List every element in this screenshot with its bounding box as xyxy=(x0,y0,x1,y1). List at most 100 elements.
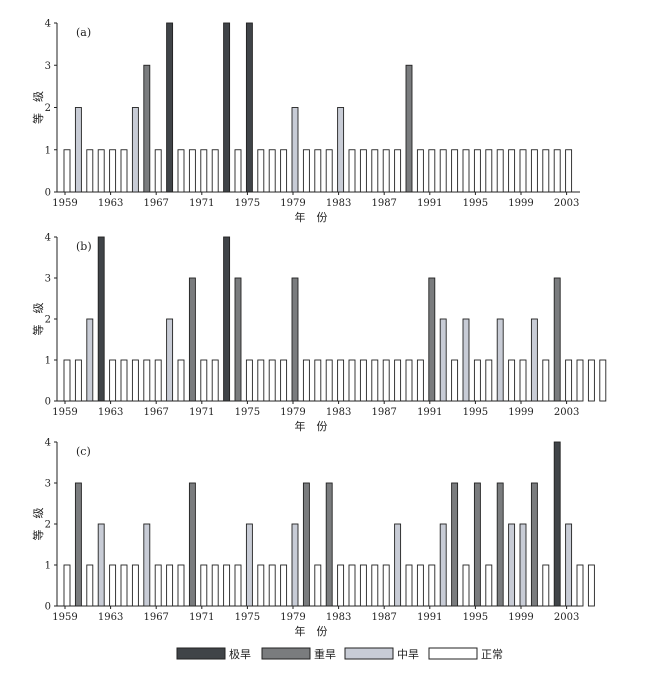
bar-3-14 xyxy=(211,564,219,607)
bar-2-26 xyxy=(348,359,356,402)
bar-2-37 xyxy=(473,359,481,402)
bar-1-35 xyxy=(451,149,459,193)
x-tick-label: 1971 xyxy=(189,198,214,209)
panel-label: (b) xyxy=(76,240,92,253)
bar-3-30 xyxy=(394,523,402,607)
bar-3-17 xyxy=(245,523,253,607)
bar-1-14 xyxy=(211,149,219,193)
bar-1-38 xyxy=(485,149,493,193)
bar-3-34 xyxy=(439,523,447,607)
bar-2-16 xyxy=(234,277,242,402)
x-tick-label: 1979 xyxy=(280,407,305,418)
legend-label-moderate: 中旱 xyxy=(397,648,419,661)
bar-2-20 xyxy=(280,359,288,402)
bar-1-6 xyxy=(120,149,128,193)
x-tick-label: 2003 xyxy=(554,612,579,623)
y-tick-label: 4 xyxy=(45,233,51,244)
bar-1-18 xyxy=(257,149,265,193)
bar-2-12 xyxy=(188,277,196,402)
bar-1-5 xyxy=(109,149,117,193)
bar-2-4 xyxy=(97,236,105,402)
bar-2-5 xyxy=(109,359,117,402)
x-tick-label: 1967 xyxy=(143,198,168,209)
bar-3-15 xyxy=(223,564,231,607)
bar-1-45 xyxy=(565,149,573,193)
x-tick-label: 1967 xyxy=(143,407,168,418)
bar-3-7 xyxy=(131,564,139,607)
x-tick-label: 1979 xyxy=(280,198,305,209)
bar-3-25 xyxy=(337,564,345,607)
x-tick-label: 1975 xyxy=(235,407,260,418)
bar-1-30 xyxy=(394,149,402,193)
x-axis-label: 年 份 xyxy=(295,419,328,433)
y-tick-label: 2 xyxy=(45,315,51,326)
x-tick-label: 1975 xyxy=(235,612,260,623)
bar-3-46 xyxy=(576,564,584,607)
y-tick-label: 0 xyxy=(45,188,51,199)
y-tick-label: 1 xyxy=(45,356,51,367)
bar-1-40 xyxy=(508,149,516,193)
x-tick-label: 1983 xyxy=(326,407,351,418)
bar-2-31 xyxy=(405,359,413,402)
y-tick-label: 4 xyxy=(45,19,51,30)
bar-3-19 xyxy=(268,564,276,607)
bar-3-36 xyxy=(462,564,470,607)
bar-2-8 xyxy=(143,359,151,402)
panel-label: (a) xyxy=(76,26,91,39)
legend-label-severe: 重旱 xyxy=(314,647,336,661)
bar-2-28 xyxy=(371,359,379,402)
y-axis-label: 等 级 xyxy=(31,303,45,336)
bar-1-42 xyxy=(530,149,538,193)
bar-3-1 xyxy=(63,564,71,607)
bar-2-43 xyxy=(542,359,550,402)
bar-1-23 xyxy=(314,149,322,193)
bar-3-16 xyxy=(234,564,242,607)
bar-2-46 xyxy=(576,359,584,402)
bar-1-44 xyxy=(553,149,561,193)
x-tick-label: 1959 xyxy=(52,198,77,209)
bar-1-25 xyxy=(337,107,345,193)
bar-2-15 xyxy=(223,236,231,402)
x-tick-label: 1963 xyxy=(98,407,123,418)
bar-1-4 xyxy=(97,149,105,193)
bar-3-2 xyxy=(74,482,82,607)
bar-2-45 xyxy=(565,359,573,402)
legend-label-extreme: 极旱 xyxy=(229,647,251,661)
x-tick-label: 2003 xyxy=(554,407,579,418)
bar-1-1 xyxy=(63,149,71,193)
y-tick-label: 0 xyxy=(45,397,51,408)
bar-3-12 xyxy=(188,482,196,607)
bar-2-32 xyxy=(416,359,424,402)
bar-2-39 xyxy=(496,318,504,402)
x-tick-label: 1987 xyxy=(371,407,396,418)
y-tick-label: 3 xyxy=(45,479,51,490)
bar-2-14 xyxy=(211,359,219,402)
bar-1-10 xyxy=(166,22,174,193)
bar-2-13 xyxy=(200,359,208,402)
bar-3-5 xyxy=(109,564,117,607)
bar-3-27 xyxy=(359,564,367,607)
y-axis-label: 等 级 xyxy=(31,91,45,124)
bar-2-42 xyxy=(530,318,538,402)
x-tick-label: 2003 xyxy=(554,198,579,209)
bar-3-22 xyxy=(302,482,310,607)
bar-1-16 xyxy=(234,149,242,193)
bar-2-33 xyxy=(428,277,436,402)
x-tick-label: 1999 xyxy=(508,407,533,418)
x-axis-label: 年 份 xyxy=(295,624,328,638)
x-tick-label: 1999 xyxy=(508,612,533,623)
bar-1-37 xyxy=(473,149,481,193)
y-tick-label: 2 xyxy=(45,520,51,531)
bar-1-12 xyxy=(188,149,196,193)
x-tick-label: 1971 xyxy=(189,612,214,623)
bar-2-44 xyxy=(553,277,561,402)
bar-3-43 xyxy=(542,564,550,607)
bar-3-37 xyxy=(473,482,481,607)
bar-2-18 xyxy=(257,359,265,402)
bar-3-4 xyxy=(97,523,105,607)
y-tick-label: 1 xyxy=(45,145,51,156)
legend-label-normal: 正常 xyxy=(481,648,503,661)
x-tick-label: 1975 xyxy=(235,198,260,209)
